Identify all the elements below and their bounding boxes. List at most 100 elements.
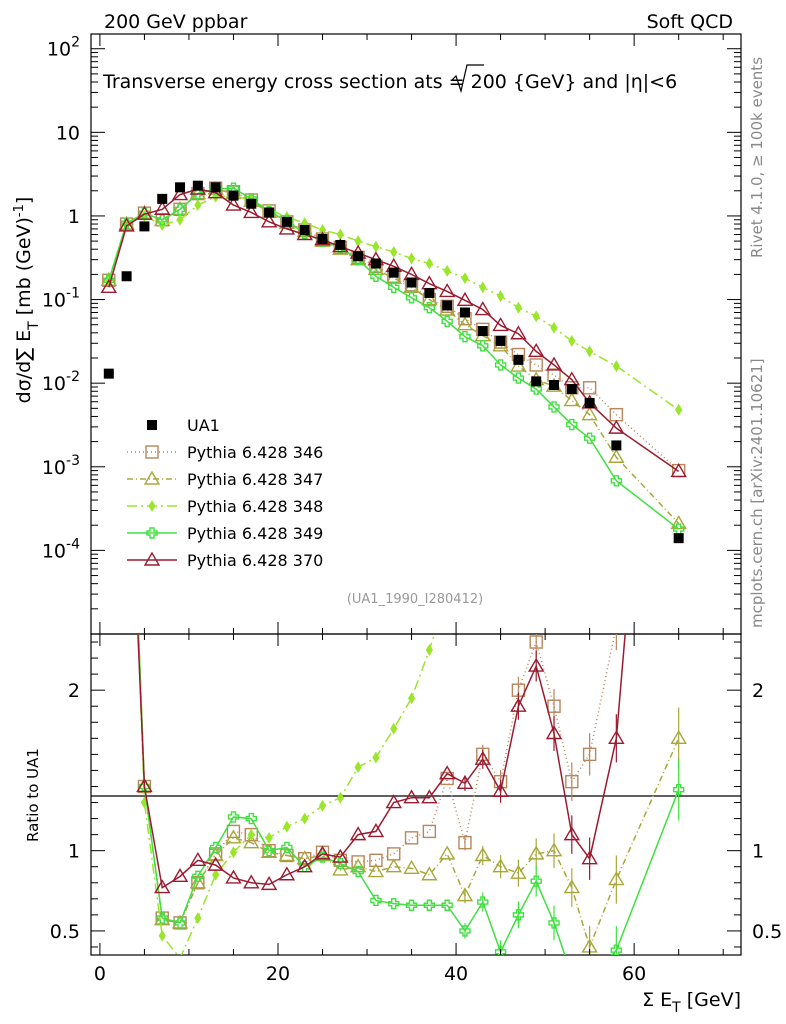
- mc-point: [370, 270, 382, 282]
- data-point: [424, 287, 435, 298]
- data-point: [335, 239, 346, 250]
- x-tick-label: 0: [94, 963, 106, 985]
- ratio-point: [510, 864, 527, 879]
- data-point: [192, 180, 203, 191]
- ratio-point: [229, 846, 238, 859]
- mc-point: [390, 246, 398, 259]
- ratio-point: [278, 866, 296, 881]
- legend-marker: [146, 527, 158, 539]
- ratio-point: [474, 750, 491, 765]
- main-panel: 10-4 10-3 10-2 10-1 1 10 102 Transverse energy…: [42, 33, 742, 635]
- mc-point: [494, 359, 507, 371]
- ratio-point: [283, 820, 291, 833]
- legend-marker: [147, 420, 157, 430]
- ratio-point: [563, 826, 581, 841]
- mc-point: [510, 325, 527, 340]
- ratio-point: [385, 858, 402, 873]
- mc-point: [670, 463, 687, 478]
- mc-point: [118, 217, 135, 232]
- mc-point: [174, 203, 186, 216]
- ratio-point: [370, 894, 382, 907]
- mc-point: [423, 301, 436, 314]
- ratio-point: [212, 868, 220, 881]
- main-series: [100, 180, 687, 544]
- ratio-point: [477, 896, 489, 908]
- ratio-point: [474, 847, 491, 862]
- ratio-point: [494, 946, 507, 955]
- data-point: [442, 300, 453, 311]
- mc-point: [154, 200, 171, 216]
- data-point: [228, 190, 239, 201]
- ratio-point: [367, 823, 385, 838]
- ratio-y-tick-label-right: 0.5: [752, 921, 782, 943]
- main-y-tick-label: 10-2: [42, 369, 80, 395]
- data-point: [531, 376, 542, 387]
- mc-point: [194, 199, 202, 212]
- main-y-tick-label: 10: [56, 122, 80, 144]
- ratio-point: [510, 697, 527, 712]
- ratio-clipped-group: [136, 620, 687, 955]
- ratio-series: [136, 620, 687, 955]
- ratio-point: [458, 835, 472, 850]
- ratio-point: [351, 855, 365, 869]
- data-point: [103, 368, 114, 379]
- ratio-point: [318, 799, 327, 812]
- header-left: 200 GeV ppbar: [104, 11, 248, 33]
- mc-point: [136, 205, 153, 220]
- ratio-point: [189, 874, 207, 889]
- mc-point: [477, 340, 489, 352]
- data-point: [477, 326, 488, 337]
- ratio-point: [405, 899, 418, 911]
- legend-label: Pythia 6.428 348: [187, 497, 323, 516]
- mc-point: [336, 228, 344, 241]
- data-point: [157, 193, 168, 204]
- mc-point: [529, 358, 543, 372]
- data-point: [388, 267, 399, 278]
- mc-point: [497, 290, 505, 303]
- mc-point: [612, 360, 620, 373]
- mc-point: [545, 356, 563, 371]
- data-point: [584, 397, 595, 408]
- mc-point: [479, 281, 487, 294]
- data-point: [495, 335, 506, 346]
- ratio-point: [610, 620, 622, 632]
- ratio-point: [265, 831, 273, 844]
- mc-point: [438, 283, 456, 298]
- ratio-point: [194, 912, 202, 925]
- ratio-point: [610, 944, 623, 955]
- data-point: [370, 258, 381, 269]
- sqrt-symbol: [451, 64, 484, 94]
- mc-point: [388, 281, 400, 294]
- ratio-point: [456, 774, 474, 789]
- mc-point: [510, 357, 527, 372]
- mc-point: [278, 220, 296, 235]
- mc-point: [610, 475, 623, 487]
- mc-point: [586, 345, 594, 358]
- ratio-point: [369, 853, 383, 868]
- mc-point: [456, 316, 474, 331]
- ratio-point: [423, 899, 436, 911]
- legend-label: UA1: [187, 416, 220, 435]
- ratio-point: [438, 845, 456, 860]
- mc-point: [425, 257, 433, 270]
- mc-point: [354, 235, 362, 248]
- data-point: [513, 354, 524, 365]
- x-axis-ticks: 0 20 40 60: [94, 34, 724, 985]
- header-right: Soft QCD: [647, 11, 733, 33]
- legend-marker: [143, 551, 161, 566]
- ratio-point: [527, 845, 545, 860]
- ratio-point: [404, 831, 419, 845]
- mc-point: [372, 240, 380, 253]
- mc-point: [156, 214, 168, 226]
- ratio-point: [582, 747, 597, 762]
- ratio-point: [441, 899, 453, 911]
- mc-point: [532, 310, 540, 323]
- mc-point: [441, 315, 453, 327]
- legend-label: Pythia 6.428 370: [187, 551, 323, 570]
- ratio-point: [548, 917, 560, 929]
- ratio-point: [425, 644, 433, 657]
- mc-point: [563, 371, 581, 386]
- mc-point: [243, 204, 260, 219]
- legend-label: Pythia 6.428 347: [187, 470, 323, 489]
